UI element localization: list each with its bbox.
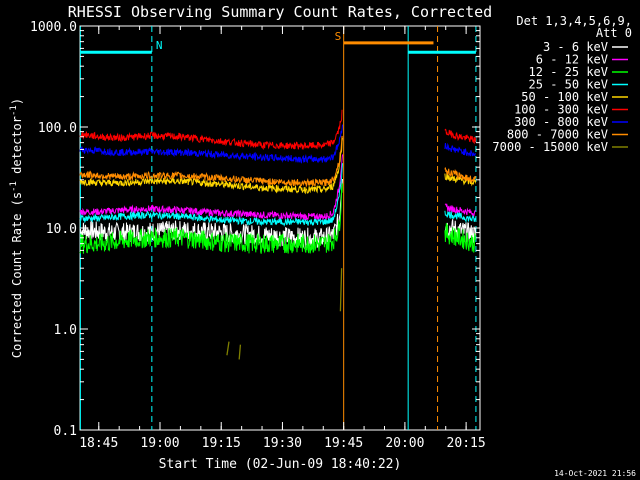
plot-frame <box>79 25 481 431</box>
flag-label: S <box>335 30 342 43</box>
legend-label: 12 - 25 keV <box>529 65 608 79</box>
series-line-300-800kev <box>444 142 476 157</box>
series-line-100-300kev <box>79 109 343 151</box>
series-line-6-12kev <box>444 203 477 217</box>
series-line-50-100kev <box>79 137 343 195</box>
legend-label: 3 - 6 keV <box>543 40 608 54</box>
legend-label: 7000 - 15000 keV <box>492 140 608 154</box>
legend-label: 800 - 7000 keV <box>507 128 608 142</box>
legend-label: 50 - 100 keV <box>521 90 608 104</box>
x-tick-label: 18:45 <box>79 436 118 451</box>
y-tick-label: 0.1 <box>54 424 77 439</box>
x-tick-label: 19:30 <box>263 436 302 451</box>
legend-header-detectors: Det 1,3,4,5,6,9, <box>516 14 632 28</box>
legend-label: 100 - 300 keV <box>514 103 608 117</box>
series-line-3-6kev <box>79 178 343 249</box>
x-tick-label: 19:15 <box>202 436 241 451</box>
series-line-300-800kev <box>79 124 343 164</box>
series-line-50-100kev <box>444 173 477 187</box>
series-line-25-50kev <box>444 210 477 224</box>
x-tick-label: 19:45 <box>324 436 363 451</box>
y-axis-label: Corrected Count Rate (s-1 detector-1) <box>9 98 24 358</box>
series-line-6-12kev <box>79 154 343 222</box>
x-tick-label: 20:00 <box>385 436 424 451</box>
y-axis-label-main: Corrected Count Rate (s <box>10 192 24 358</box>
y-tick-label: 1.0 <box>54 323 77 338</box>
y-tick-label: 10.0 <box>46 222 77 237</box>
legend-header-attenuator: Att 0 <box>596 26 632 40</box>
legend-label: 25 - 50 keV <box>529 78 608 92</box>
series-line-800-7000kev <box>444 167 477 185</box>
legend-label: 300 - 800 keV <box>514 115 608 129</box>
x-tick-label: 19:00 <box>140 436 179 451</box>
x-axis-label: Start Time (02-Jun-09 18:40:22) <box>159 457 402 472</box>
series-line-7000-15000 <box>226 341 230 356</box>
y-axis-label-end: ) <box>10 98 24 105</box>
series-line-3-6kev <box>444 219 477 244</box>
series-line-12-25kev <box>444 223 477 253</box>
series-line-7000-15000 <box>238 344 242 360</box>
y-axis-label-mid: detector <box>10 116 24 181</box>
y-axis-label-sup2: -1 <box>9 105 19 116</box>
legend-label: 6 - 12 keV <box>536 53 608 67</box>
series-line-7000-15000 <box>339 268 343 312</box>
footer-timestamp: 14-Oct-2021 21:56 <box>554 469 636 478</box>
x-tick-label: 20:15 <box>447 436 486 451</box>
chart-title: RHESSI Observing Summary Count Rates, Co… <box>68 3 492 21</box>
y-tick-label: 100.0 <box>38 121 77 136</box>
series-line-800-7000kev <box>79 135 343 188</box>
series-line-100-300kev <box>444 128 477 145</box>
series-line-25-50kev <box>79 163 343 227</box>
y-tick-label: 1000.0 <box>30 20 77 35</box>
series-line-12-25kev <box>79 183 343 254</box>
plot-area: N S 0.1 1.0 10.0 100.0 1000.0 18:45 19:00 19:15… <box>30 20 486 451</box>
flag-label: N <box>156 39 163 52</box>
y-axis-label-sup: -1 <box>9 181 19 192</box>
